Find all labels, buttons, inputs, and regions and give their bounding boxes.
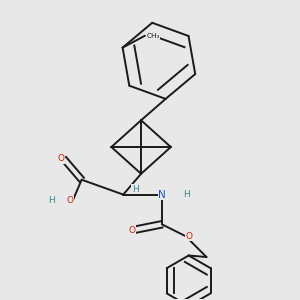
Text: O: O (58, 154, 65, 164)
Text: O: O (129, 226, 136, 235)
Text: H: H (132, 185, 139, 194)
Text: N: N (158, 190, 166, 200)
Text: O: O (186, 232, 193, 241)
Text: CH₃: CH₃ (146, 33, 160, 39)
Text: H: H (49, 196, 55, 205)
Text: O: O (66, 196, 73, 205)
Text: H: H (183, 190, 189, 199)
